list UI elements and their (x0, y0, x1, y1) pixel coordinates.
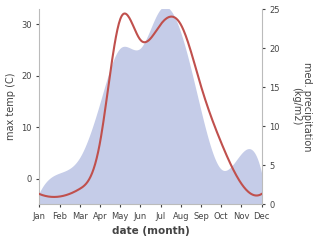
Y-axis label: med. precipitation
(kg/m2): med. precipitation (kg/m2) (291, 62, 313, 151)
Y-axis label: max temp (C): max temp (C) (5, 73, 16, 140)
X-axis label: date (month): date (month) (112, 227, 189, 236)
